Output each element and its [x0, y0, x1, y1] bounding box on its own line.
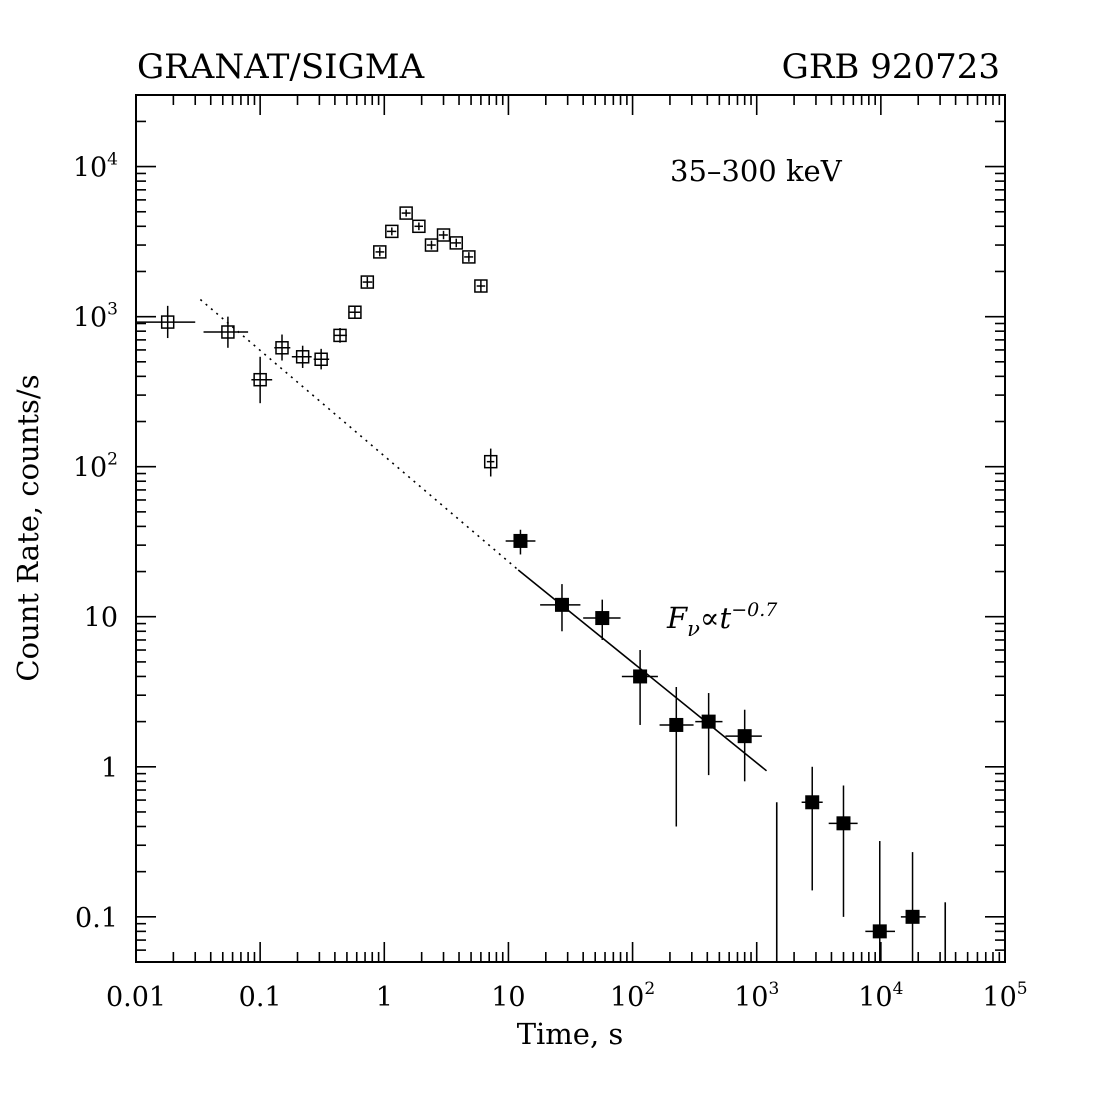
filled-square-marker: [836, 816, 851, 831]
filled-square-marker: [905, 909, 920, 924]
open-square-marker: [412, 219, 426, 234]
x-tick-label-base: 10: [858, 982, 892, 1013]
y-tick-label-base: 10: [73, 453, 107, 484]
y-tick-label-base: 10: [73, 153, 107, 184]
x-tick-label-base: 10: [491, 982, 525, 1013]
y-tick-label: 10: [84, 603, 118, 634]
y-tick-label: 0.1: [75, 903, 118, 934]
fit-label-sub: ν: [687, 617, 700, 641]
fit-label: Fν∝t−0.7: [666, 599, 778, 641]
x-tick-label-base: 0.1: [239, 982, 282, 1013]
fit-label-base: F: [666, 601, 688, 635]
filled-square-marker: [595, 611, 610, 626]
open-square-marker: [295, 350, 310, 364]
x-tick-label-base: 10: [610, 982, 644, 1013]
filled-square-marker: [805, 795, 820, 810]
x-tick-label-base: 10: [734, 982, 768, 1013]
x-tick-label: 102: [610, 979, 655, 1013]
open-square-marker: [160, 315, 175, 329]
filled-square-marker: [872, 924, 887, 939]
y-tick-label: 102: [73, 450, 118, 484]
y-tick-label-exp: 2: [107, 450, 118, 470]
error-bars: [136, 209, 947, 962]
filled-square-marker: [554, 597, 569, 612]
plot-frame: [135, 94, 1006, 963]
title-right: GRB 920723: [782, 47, 1000, 87]
open-square-marker: [221, 325, 235, 339]
markers: [160, 206, 920, 939]
open-square-marker: [348, 305, 362, 319]
x-tick-label: 105: [982, 979, 1027, 1013]
filled-square-marker: [737, 729, 752, 744]
fit-label-exp: −0.7: [731, 599, 778, 621]
band-label: 35–300 keV: [670, 154, 843, 188]
open-square-marker: [373, 245, 387, 259]
open-square-marker: [399, 206, 413, 220]
y-tick-label-exp: 4: [107, 150, 118, 170]
x-tick-label-exp: 2: [644, 979, 655, 999]
open-square-marker: [333, 328, 347, 343]
y-tick-label: 103: [73, 300, 118, 334]
x-tick-label: 1: [376, 982, 393, 1013]
open-square-marker: [474, 279, 488, 293]
x-tick-label: 104: [858, 979, 903, 1013]
x-tick-label-base: 10: [982, 982, 1016, 1013]
x-tick-label: 0.1: [239, 982, 282, 1013]
fit-label-mid: ∝t: [700, 601, 732, 635]
y-tick-label-base: 1: [101, 753, 118, 784]
title-left: GRANAT/SIGMA: [137, 47, 425, 87]
open-square-marker: [462, 250, 476, 264]
open-square-marker: [449, 236, 464, 250]
open-square-marker: [436, 228, 451, 242]
open-square-marker: [275, 341, 289, 355]
x-tick-label-base: 0.01: [106, 982, 166, 1013]
open-square-marker: [314, 352, 328, 367]
y-tick-label: 1: [101, 753, 118, 784]
x-tick-label: 103: [734, 979, 779, 1013]
y-tick-label-base: 10: [73, 303, 107, 334]
x-axis-title: Time, s: [517, 1017, 624, 1051]
x-tick-label: 0.01: [106, 982, 166, 1013]
open-square-marker: [424, 238, 439, 252]
filled-square-marker: [633, 669, 648, 684]
x-tick-label-exp: 3: [768, 979, 779, 999]
x-tick-label-exp: 4: [893, 979, 904, 999]
y-tick-label-exp: 3: [107, 300, 118, 320]
open-square-marker: [360, 275, 375, 289]
filled-square-marker: [701, 714, 716, 729]
y-tick-label-base: 10: [84, 603, 118, 634]
filled-square-marker: [513, 533, 528, 548]
ticks: [135, 94, 1006, 963]
open-square-marker: [253, 372, 267, 387]
open-square-marker: [483, 454, 498, 469]
fit-lines: [199, 298, 768, 772]
x-tick-label: 10: [491, 982, 525, 1013]
x-tick-label-exp: 5: [1017, 979, 1028, 999]
filled-square-marker: [669, 717, 684, 732]
fit-line-dotted: [199, 298, 519, 571]
y-tick-label: 104: [73, 150, 118, 184]
y-axis-title: Count Rate, counts/s: [11, 374, 45, 681]
y-tick-label-base: 0.1: [75, 903, 118, 934]
open-square-marker: [385, 224, 399, 239]
x-tick-label-base: 1: [376, 982, 393, 1013]
